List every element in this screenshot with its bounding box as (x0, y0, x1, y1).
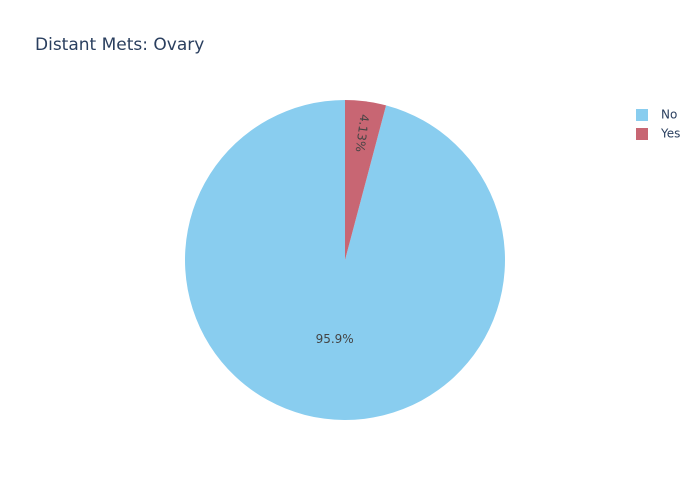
chart-title: Distant Mets: Ovary (35, 35, 204, 55)
legend-swatch-no[interactable] (636, 109, 648, 121)
pie-labels: 95.9% 4.13% (316, 113, 372, 345)
legend-label-yes[interactable]: Yes (660, 127, 680, 141)
slice-label-yes: 4.13% (353, 113, 372, 153)
legend-label-no[interactable]: No (661, 108, 677, 122)
legend-swatch-yes[interactable] (636, 128, 648, 140)
pie-slices (185, 100, 505, 420)
legend[interactable]: No Yes (636, 108, 680, 141)
pie-slice-yes[interactable] (345, 100, 387, 260)
slice-label-no: 95.9% (316, 332, 354, 346)
